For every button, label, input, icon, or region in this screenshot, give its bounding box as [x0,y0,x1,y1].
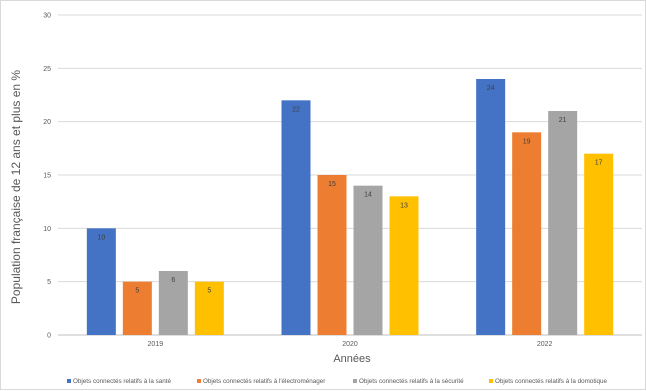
legend-swatch [353,379,357,383]
bar [584,153,614,335]
legend: Objets connectés relatifs à la santé Obje… [67,378,608,385]
legend-label: Objets connectés relatifs à la santé [73,378,172,385]
y-tick-label: 10 [43,226,51,233]
bar [317,175,347,335]
legend-swatch [197,379,201,383]
bar [281,100,311,335]
bars-layer [86,79,614,335]
y-tick-label: 30 [43,13,51,20]
data-label: 10 [97,234,105,241]
grid-layer [58,14,642,336]
y-tick-label: 25 [43,66,51,73]
data-label: 5 [207,288,211,295]
data-label: 14 [364,192,372,199]
bar [122,281,152,335]
legend-label: Objets connectés relatifs à la sécurité [359,378,464,385]
data-label: 19 [523,138,531,145]
bar [353,185,383,335]
x-tick-label: 2019 [148,341,164,348]
labels-layer: 0 5 10 15 20 25 30 10 5 6 5 2019 22 15 14 13 2020 24 19 21 1… [43,13,602,349]
legend-label: Objets connectés relatifs à la domotique [495,378,608,385]
data-label: 6 [171,277,175,284]
bar [86,228,116,335]
x-axis-title: Années [333,353,371,365]
x-tick-label: 2020 [342,341,358,348]
data-label: 5 [135,288,139,295]
bar [476,79,506,335]
data-label: 21 [559,117,567,124]
data-label: 15 [328,181,336,188]
bar [194,281,224,335]
y-tick-label: 0 [47,333,51,340]
legend-label: Objets connectés relatifs à l'électromén… [203,378,325,385]
y-tick-label: 15 [43,173,51,180]
data-label: 22 [292,106,300,113]
data-label: 17 [595,160,603,167]
y-axis-title: Population française de 12 ans et plus e… [9,70,23,304]
y-tick-label: 20 [43,119,51,126]
y-tick-label: 5 [47,279,51,286]
x-tick-label: 2022 [537,341,553,348]
bar [158,271,188,335]
bar [512,132,542,335]
data-label: 13 [400,202,408,209]
legend-swatch [67,379,71,383]
bar [389,196,419,335]
bar [548,111,578,335]
legend-swatch [489,379,493,383]
data-label: 24 [487,85,495,92]
